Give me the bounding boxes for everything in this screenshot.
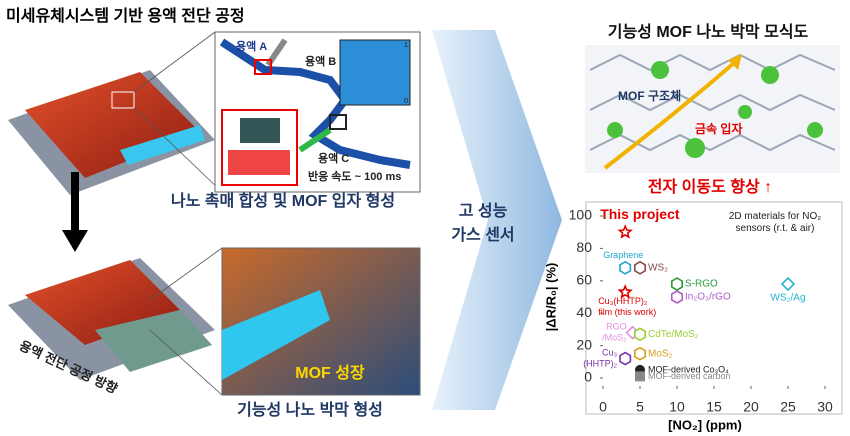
series-label: MOF-derived carbon bbox=[648, 371, 731, 381]
marker bbox=[619, 351, 632, 366]
chart-frame bbox=[585, 201, 843, 415]
marker bbox=[634, 260, 646, 275]
series-label: RGO/MoS₂ bbox=[602, 322, 627, 343]
x-tick-label: 15 bbox=[706, 399, 722, 415]
colorbar-min: 0 bbox=[404, 98, 408, 105]
mof-label: MOF 구조체 bbox=[618, 88, 681, 103]
marker bbox=[634, 327, 646, 342]
x-tick-label: 25 bbox=[780, 399, 796, 415]
marker bbox=[780, 276, 796, 292]
process-arrow bbox=[432, 30, 562, 410]
down-arrow bbox=[62, 172, 88, 252]
y-tick-label: 100 bbox=[569, 207, 593, 223]
y-axis-label: |ΔR/R₀| (%) bbox=[543, 263, 558, 332]
marker bbox=[671, 290, 683, 304]
series-label: In₂O₃/rGO bbox=[685, 292, 731, 303]
top-caption: 나노 촉매 합성 및 MOF 입자 형성 bbox=[171, 191, 395, 210]
series-label: CdTe/MoS₂ bbox=[648, 329, 699, 340]
chart: 0 20 40 60 80 100 0 5 10 15 20 25 30 [NO₂] (ppm) |ΔR/R… bbox=[543, 206, 833, 433]
top-chip-illustration bbox=[8, 31, 221, 195]
series-label: This project bbox=[600, 206, 680, 222]
microfluidic-zoom bbox=[214, 31, 421, 193]
bottom-chip-illustration bbox=[8, 247, 421, 396]
y-tick-label: 20 bbox=[576, 336, 592, 352]
bottom-caption: 기능성 나노 박막 형성 bbox=[237, 400, 383, 419]
y-tick-label: 60 bbox=[576, 272, 592, 288]
middle-line: 가스 센서 bbox=[451, 226, 514, 244]
series-label: Graphene bbox=[603, 250, 643, 260]
annotation: 2D materials for NO₂ sensors (r.t. & air) bbox=[729, 211, 821, 234]
solution-c-label: 용액 C bbox=[318, 152, 349, 165]
marker bbox=[617, 224, 633, 239]
series-label: MoS₂ bbox=[648, 348, 673, 359]
y-tick-label: 0 bbox=[584, 369, 592, 385]
marker bbox=[617, 284, 633, 299]
y-tick-label: 80 bbox=[576, 239, 592, 255]
series-label: WS₂ bbox=[648, 262, 668, 273]
growth-label: MOF 성장 bbox=[295, 364, 365, 382]
series-label: MOF-derived Co₃O₄ bbox=[648, 364, 729, 374]
series-label: S-RGO bbox=[685, 279, 718, 290]
x-axis-label: [NO₂] (ppm) bbox=[668, 417, 742, 432]
right-caption: 전자 이동도 향상 ↑ bbox=[648, 177, 772, 196]
series-label: Cu₃(HHTP)₂ film (this work) bbox=[598, 297, 656, 318]
middle-line: 고 성능 bbox=[459, 202, 508, 220]
x-tick-label: 0 bbox=[599, 399, 607, 415]
marker bbox=[671, 277, 683, 291]
series-label: Cu₃ (HHTP)₂ bbox=[583, 348, 617, 369]
colorbar-max: 1 bbox=[404, 42, 408, 49]
reaction-label: 반응 속도 ~ 100 ms bbox=[308, 169, 401, 183]
solution-b-label: 용액 B bbox=[305, 55, 336, 68]
x-tick-label: 30 bbox=[817, 399, 833, 415]
right-title: 기능성 MOF 나노 박막 모식도 bbox=[608, 22, 809, 41]
metal-label: 금속 입자 bbox=[695, 121, 743, 136]
mof-film-illustration bbox=[585, 45, 840, 173]
left-title: 미세유체시스템 기반 용액 전단 공정 bbox=[6, 6, 245, 25]
marker bbox=[635, 371, 645, 382]
marker bbox=[619, 260, 632, 275]
series-label: WS₂/Ag bbox=[771, 293, 806, 304]
marker bbox=[634, 346, 646, 361]
y-tick-label: 40 bbox=[576, 304, 592, 320]
x-tick-label: 10 bbox=[669, 399, 685, 415]
x-tick-label: 5 bbox=[636, 399, 644, 415]
solution-a-label: 용액 A bbox=[236, 40, 267, 53]
x-tick-label: 20 bbox=[743, 399, 759, 415]
